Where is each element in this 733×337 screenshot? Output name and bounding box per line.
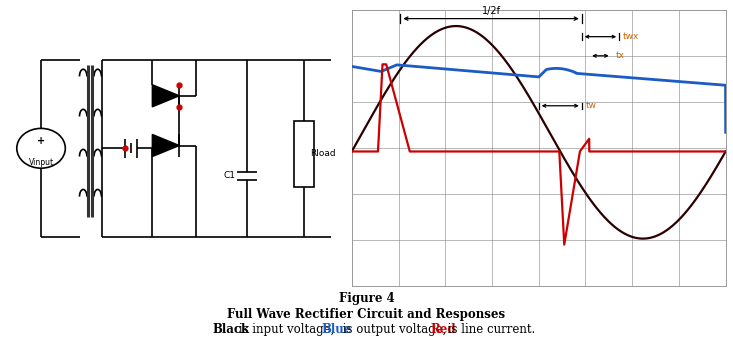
Text: Blue: Blue [321,323,351,336]
Text: Black: Black [212,323,249,336]
Text: Red: Red [430,323,456,336]
Text: C1: C1 [223,172,235,180]
Text: +: + [37,135,45,146]
Text: is output voltage,: is output voltage, [339,323,450,336]
Text: Figure 4: Figure 4 [339,292,394,305]
Polygon shape [152,85,180,107]
Text: is input voltage,: is input voltage, [235,323,338,336]
Text: Vinput: Vinput [29,158,54,167]
Text: tw: tw [586,101,597,110]
Bar [294,121,314,187]
Text: tx: tx [616,51,625,60]
Text: is line current.: is line current. [443,323,535,336]
Text: Rload: Rload [310,149,336,158]
Polygon shape [152,134,180,157]
Text: 1/2f: 1/2f [482,6,501,16]
Text: twx: twx [623,32,639,41]
Text: Full Wave Rectifier Circuit and Responses: Full Wave Rectifier Circuit and Response… [227,308,506,320]
